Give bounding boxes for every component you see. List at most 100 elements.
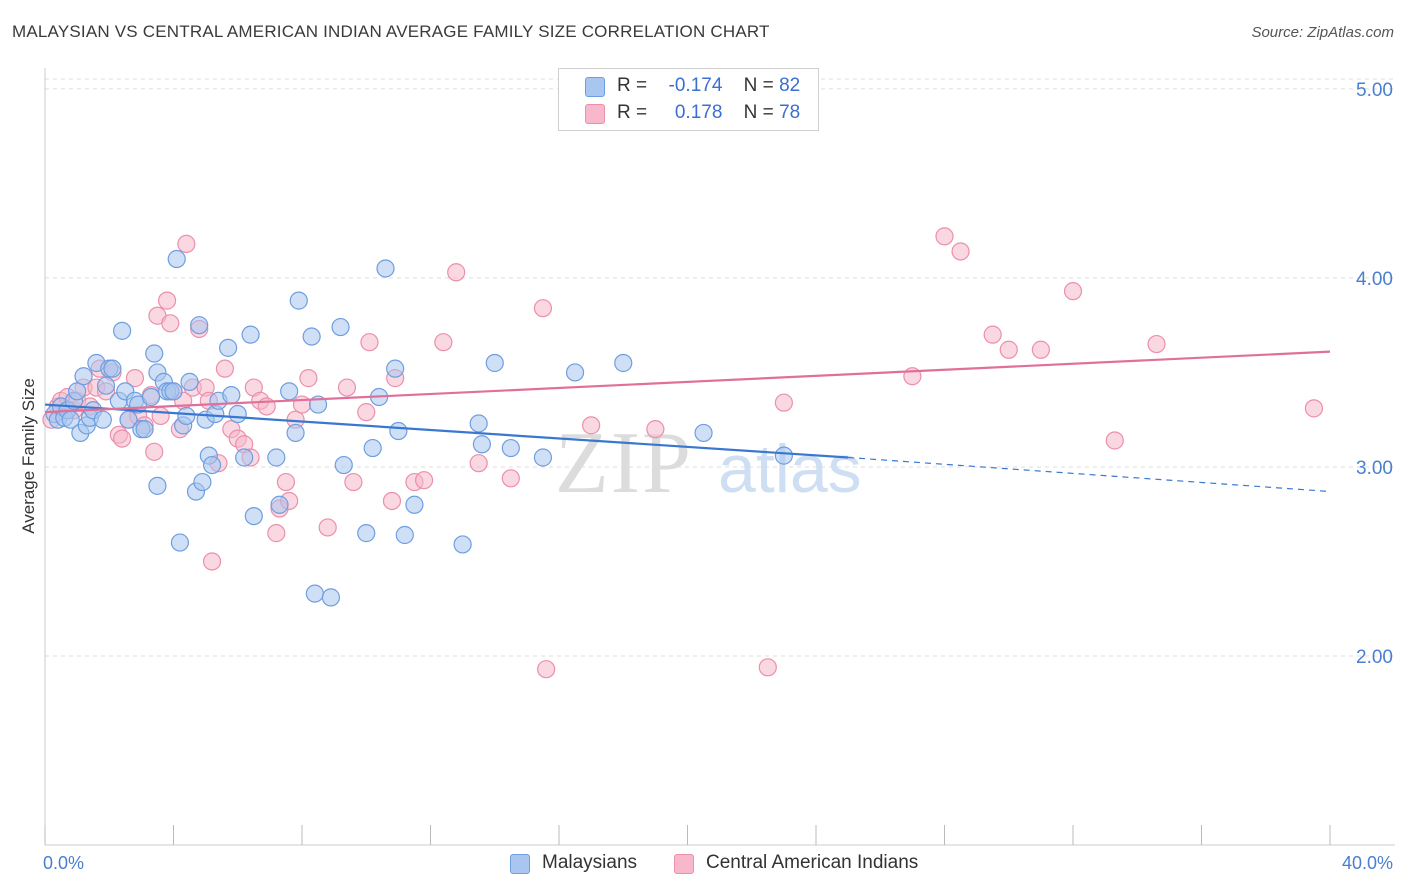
- point-malaysians: [334, 455, 353, 475]
- point-malaysians: [74, 367, 93, 386]
- point-central-american-indians: [935, 227, 954, 246]
- y-tick-labels: 2.00 3.00 4.00 5.00: [1356, 80, 1393, 668]
- bottom-legend-swatch-blue: [510, 854, 530, 874]
- point-malaysians: [614, 353, 633, 373]
- point-malaysians: [219, 338, 238, 357]
- point-malaysians: [96, 376, 116, 395]
- y-tick-label: 4.00: [1356, 269, 1393, 290]
- point-malaysians: [68, 382, 87, 401]
- point-central-american-indians: [758, 658, 777, 677]
- point-malaysians: [177, 406, 196, 426]
- point-central-american-indians: [1304, 399, 1324, 418]
- legend-n-value: 78: [779, 102, 801, 123]
- point-central-american-indians: [360, 333, 379, 352]
- point-malaysians: [469, 414, 488, 433]
- point-central-american-indians: [501, 469, 520, 488]
- point-central-american-indians: [344, 472, 363, 492]
- point-central-american-indians: [533, 299, 553, 318]
- x-tick-label: 40.0%: [1342, 853, 1393, 873]
- axes: [44, 68, 1395, 846]
- point-central-american-indians: [951, 242, 970, 261]
- point-central-american-indians: [1147, 334, 1166, 354]
- point-malaysians: [305, 584, 324, 603]
- point-malaysians: [289, 291, 308, 310]
- point-malaysians: [280, 382, 299, 401]
- point-malaysians: [533, 448, 553, 467]
- point-malaysians: [565, 363, 585, 382]
- point-central-american-indians: [469, 454, 488, 473]
- y-tick-label: 5.00: [1356, 80, 1393, 101]
- series-malaysians: [45, 249, 793, 607]
- x-tick-label: 0.0%: [43, 853, 84, 873]
- point-malaysians: [170, 533, 190, 552]
- legend-n-label: N =: [743, 102, 774, 123]
- legend-r-value: -0.174: [668, 75, 723, 96]
- point-malaysians: [180, 372, 199, 391]
- point-central-american-indians: [382, 491, 402, 511]
- watermark-atlas: atlas: [718, 431, 862, 507]
- legend-n-value: 82: [779, 75, 801, 96]
- point-central-american-indians: [202, 552, 222, 571]
- trend-line-malaysians: [44, 403, 849, 459]
- point-malaysians: [286, 423, 305, 443]
- point-central-american-indians: [1063, 282, 1083, 301]
- point-malaysians: [190, 316, 209, 335]
- y-tick-label: 3.00: [1356, 458, 1393, 479]
- point-central-american-indians: [125, 369, 145, 388]
- point-central-american-indians: [447, 263, 466, 282]
- legend-n-label: N =: [743, 75, 774, 96]
- point-central-american-indians: [1031, 340, 1050, 359]
- point-malaysians: [302, 327, 321, 346]
- point-central-american-indians: [177, 234, 196, 254]
- point-central-american-indians: [983, 325, 1002, 344]
- point-malaysians: [774, 446, 793, 465]
- point-malaysians: [235, 448, 254, 467]
- point-malaysians: [103, 359, 122, 378]
- point-central-american-indians: [161, 314, 180, 333]
- point-malaysians: [501, 438, 520, 458]
- point-central-american-indians: [215, 359, 234, 378]
- point-central-american-indians: [112, 429, 132, 448]
- bottom-legend-label: Malaysians: [542, 852, 638, 873]
- watermark-zip: ZIP: [555, 415, 693, 512]
- point-malaysians: [244, 506, 263, 526]
- trend-line-malaysians-extension: [848, 456, 1331, 493]
- point-malaysians: [148, 476, 167, 495]
- point-central-american-indians: [414, 471, 434, 490]
- point-central-american-indians: [646, 420, 665, 439]
- correlation-legend: R = -0.174 N = 82 R = 0.178 N = 78: [558, 68, 819, 131]
- point-malaysians: [395, 525, 414, 545]
- grid-lines: [45, 78, 1395, 657]
- point-malaysians: [363, 438, 382, 458]
- point-central-american-indians: [292, 395, 312, 414]
- point-malaysians: [193, 472, 212, 492]
- legend-r-value: 0.178: [674, 102, 723, 123]
- point-central-american-indians: [145, 442, 164, 461]
- point-malaysians: [167, 249, 186, 269]
- point-central-american-indians: [267, 524, 286, 543]
- bottom-legend-swatch-pink: [674, 854, 694, 874]
- legend-r-label: R =: [617, 75, 648, 96]
- point-central-american-indians: [774, 393, 793, 412]
- point-malaysians: [389, 421, 408, 441]
- point-central-american-indians: [276, 472, 296, 492]
- point-malaysians: [112, 321, 132, 340]
- point-malaysians: [228, 404, 247, 424]
- point-central-american-indians: [999, 340, 1018, 359]
- point-malaysians: [119, 410, 138, 429]
- point-malaysians: [485, 353, 504, 373]
- point-malaysians: [222, 386, 241, 405]
- trend-line-central-american-indians: [44, 350, 1331, 414]
- point-malaysians: [141, 387, 161, 407]
- source-label: Source: ZipAtlas.com: [1251, 24, 1394, 41]
- watermark: ZIP atlas: [555, 415, 862, 512]
- point-malaysians: [241, 325, 260, 344]
- point-malaysians: [386, 359, 405, 378]
- point-central-american-indians: [582, 416, 601, 435]
- legend-swatch-blue: [585, 77, 605, 97]
- point-malaysians: [357, 524, 376, 543]
- y-tick-label: 2.00: [1356, 647, 1393, 668]
- chart-title: MALAYSIAN VS CENTRAL AMERICAN INDIAN AVE…: [12, 22, 770, 41]
- point-malaysians: [472, 435, 491, 454]
